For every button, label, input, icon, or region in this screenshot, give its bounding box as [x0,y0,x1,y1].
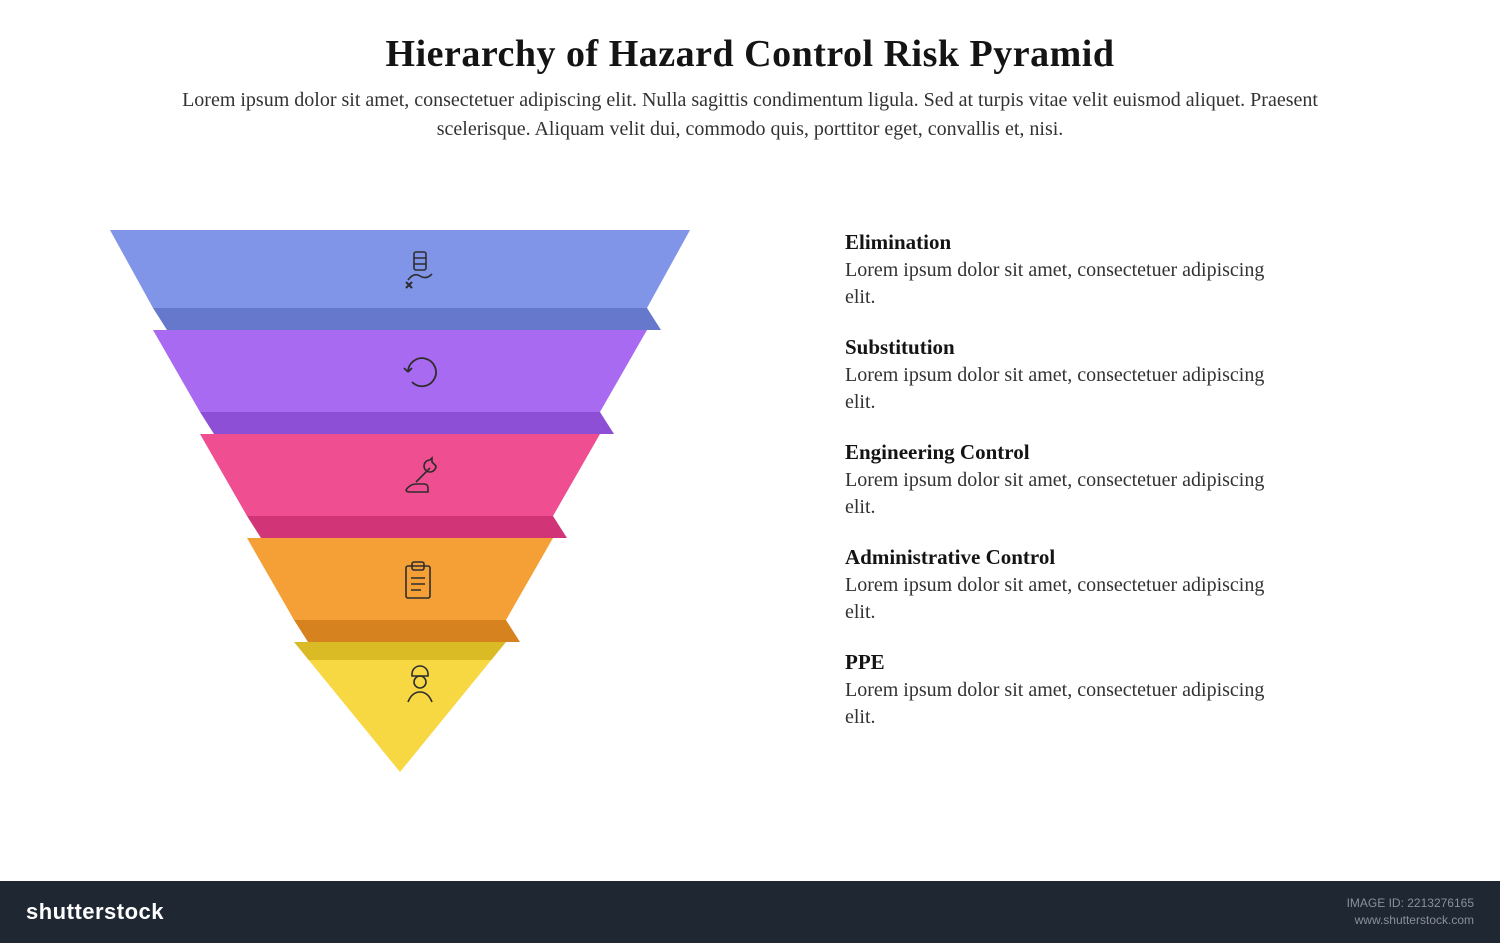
funnel-segment-substitution [110,330,690,434]
legend-title: Administrative Control [845,545,1285,570]
legend-item-ppe: PPE Lorem ipsum dolor sit amet, consecte… [845,650,1285,731]
legend: Elimination Lorem ipsum dolor sit amet, … [845,230,1285,755]
legend-desc: Lorem ipsum dolor sit amet, consectetuer… [845,467,1285,521]
footer-meta: IMAGE ID: 2213276165 www.shutterstock.co… [1347,895,1474,929]
funnel-segment-elimination [110,230,690,330]
footer-image-id: IMAGE ID: 2213276165 [1347,895,1474,912]
content-area: Elimination Lorem ipsum dolor sit amet, … [0,220,1500,840]
footer-logo: shutterstock [26,899,164,925]
page-subtitle: Lorem ipsum dolor sit amet, consectetuer… [150,86,1350,144]
legend-item-administrative: Administrative Control Lorem ipsum dolor… [845,545,1285,626]
header: Hierarchy of Hazard Control Risk Pyramid… [0,0,1500,144]
legend-item-engineering: Engineering Control Lorem ipsum dolor si… [845,440,1285,521]
legend-item-elimination: Elimination Lorem ipsum dolor sit amet, … [845,230,1285,311]
legend-desc: Lorem ipsum dolor sit amet, consectetuer… [845,677,1285,731]
legend-title: PPE [845,650,1285,675]
footer-bar: shutterstock IMAGE ID: 2213276165 www.sh… [0,881,1500,943]
page-title: Hierarchy of Hazard Control Risk Pyramid [0,32,1500,76]
page: Hierarchy of Hazard Control Risk Pyramid… [0,0,1500,943]
funnel-pyramid [110,230,690,790]
legend-desc: Lorem ipsum dolor sit amet, consectetuer… [845,257,1285,311]
legend-title: Engineering Control [845,440,1285,465]
legend-desc: Lorem ipsum dolor sit amet, consectetuer… [845,572,1285,626]
legend-title: Elimination [845,230,1285,255]
footer-url: www.shutterstock.com [1347,912,1474,929]
funnel-segment-engineering [110,434,690,538]
funnel-segment-administrative [110,538,690,642]
funnel-segment-ppe [110,642,690,772]
legend-desc: Lorem ipsum dolor sit amet, consectetuer… [845,362,1285,416]
legend-item-substitution: Substitution Lorem ipsum dolor sit amet,… [845,335,1285,416]
legend-title: Substitution [845,335,1285,360]
